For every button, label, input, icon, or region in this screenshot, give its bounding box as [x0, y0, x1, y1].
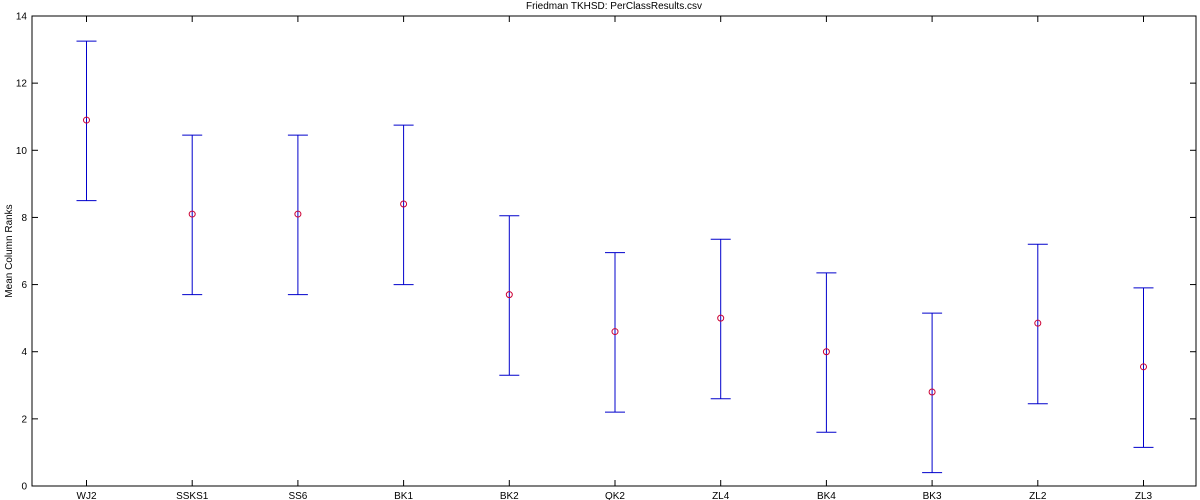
x-tick-label-bk3: BK3 [923, 491, 942, 500]
chart-title: Friedman TKHSD: PerClassResults.csv [526, 1, 702, 12]
mean-marker-bk3 [928, 388, 936, 396]
mean-marker-wj2 [83, 116, 90, 124]
error-bar-wj2 [76, 40, 97, 202]
x-tick-label-qk2: QK2 [605, 491, 625, 500]
error-bar-zl3 [1133, 287, 1154, 448]
error-bar-bk3 [922, 312, 943, 474]
error-bar-zl2 [1027, 243, 1048, 405]
error-bars [76, 40, 1154, 474]
x-tick-label-ss6: SS6 [288, 491, 307, 500]
y-tick-label: 0 [21, 482, 27, 493]
mean-marker-zl3 [1140, 363, 1147, 371]
error-bar-bk4 [816, 272, 837, 433]
y-tick-label: 14 [16, 12, 28, 23]
mean-marker-bk4 [822, 348, 830, 356]
mean-marker-qk2 [611, 328, 619, 336]
mean-marker-bk1 [400, 200, 408, 208]
y-tick-label: 10 [16, 146, 28, 157]
x-tick-label-zl2: ZL2 [1029, 491, 1047, 500]
x-tick-label-bk2: BK2 [500, 491, 519, 500]
x-tick-label-bk4: BK4 [817, 491, 836, 500]
y-tick-label: 6 [21, 280, 27, 291]
y-tick-label: 12 [16, 79, 28, 90]
x-tick-label-wj2: WJ2 [77, 491, 97, 500]
error-bar-ssks1 [182, 134, 203, 296]
y-axis-label: Mean Column Ranks [4, 204, 15, 297]
x-tick-label-ssks1: SSKS1 [176, 491, 209, 500]
y-tick-label: 2 [21, 414, 27, 425]
error-bar-zl4 [710, 238, 731, 400]
x-tick-label-zl3: ZL3 [1135, 491, 1153, 500]
mean-marker-ss6 [294, 210, 302, 218]
x-tick-label-bk1: BK1 [394, 491, 413, 500]
error-bar-qk2 [605, 252, 625, 413]
y-tick-label: 4 [21, 347, 27, 358]
mean-marker-bk2 [505, 291, 513, 299]
mean-marker-zl2 [1034, 319, 1042, 327]
mean-markers [83, 116, 1147, 396]
y-axis: 0 2 4 6 8 10 12 14 [16, 12, 1196, 493]
mean-marker-zl4 [717, 314, 725, 322]
error-bar-bk1 [393, 124, 414, 286]
x-tick-label-zl4: ZL4 [712, 491, 730, 500]
x-axis: WJ2 SSKS1 SS6 BK1 BK2 QK2 ZL4 BK4 BK3 ZL2 ZL3 [77, 16, 1153, 500]
y-tick-label: 8 [21, 213, 27, 224]
plot-frame [31, 15, 1197, 487]
error-bar-ss6 [287, 134, 308, 296]
mean-marker-ssks1 [188, 210, 196, 218]
error-bar-bk2 [499, 215, 520, 376]
